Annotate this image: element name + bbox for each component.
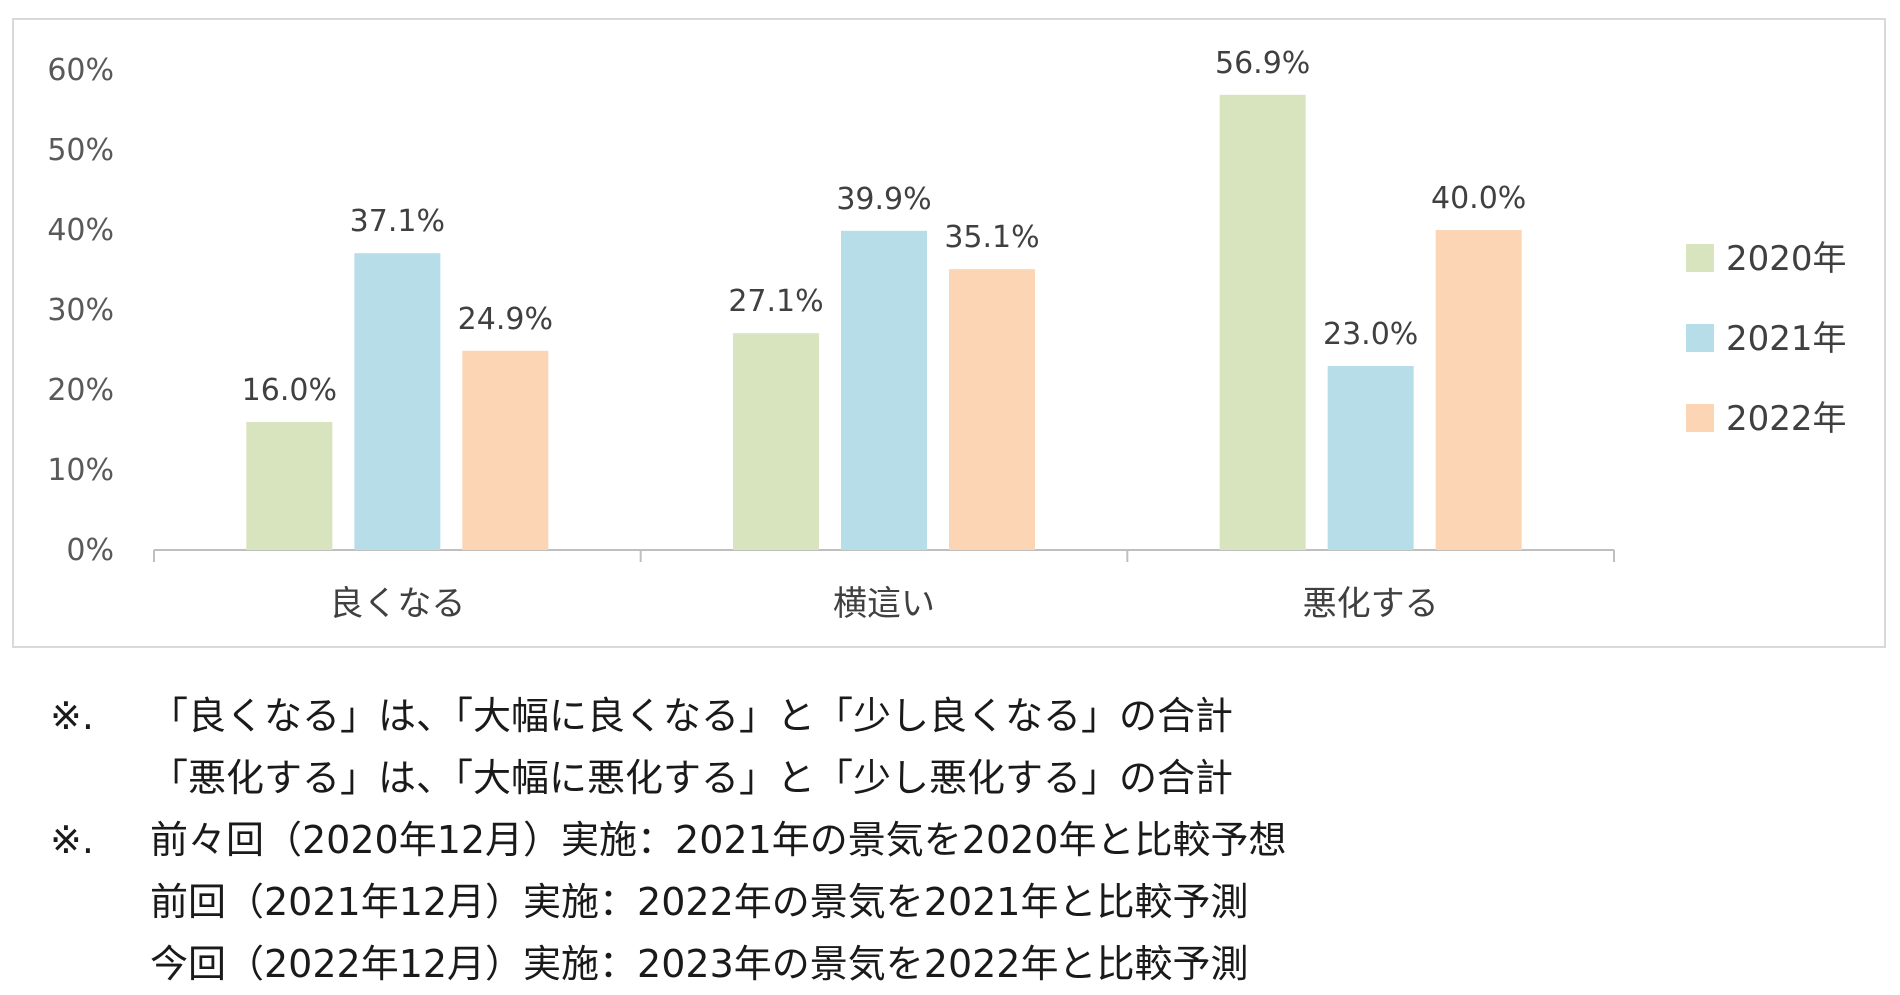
y-tick-label: 50%: [47, 133, 114, 168]
note-text: 今回（2022年12月）実施：2023年の景気を2022年と比較予測: [150, 942, 1249, 986]
category-label: 横這い: [833, 584, 935, 624]
legend-swatch: [1686, 244, 1714, 272]
y-tick-label: 60%: [47, 53, 114, 88]
note-row: 「悪化する」は、「大幅に悪化する」と「少し悪化する」の合計: [50, 747, 1850, 809]
legend: 2020年 2021年 2022年: [1686, 239, 1847, 439]
note-row: ※. 「良くなる」は、「大幅に良くなる」と「少し良くなる」の合計: [50, 685, 1850, 747]
y-tick-label: 0%: [66, 533, 114, 568]
data-label: 56.9%: [1215, 46, 1310, 81]
legend-swatch: [1686, 404, 1714, 432]
data-label: 27.1%: [728, 284, 823, 319]
y-axis: 0% 10% 20% 30% 40% 50% 60%: [47, 53, 114, 568]
bar: [1219, 94, 1306, 551]
note-text: 前回（2021年12月）実施：2022年の景気を2021年と比較予測: [150, 880, 1249, 924]
y-tick-label: 40%: [47, 213, 114, 248]
data-label: 16.0%: [242, 373, 337, 408]
bar: [949, 269, 1035, 550]
note-mark: ※.: [50, 818, 94, 862]
y-tick-label: 30%: [47, 293, 114, 328]
bar: [462, 350, 549, 550]
bar: [246, 422, 333, 550]
note-text: 「悪化する」は、「大幅に悪化する」と「少し悪化する」の合計: [150, 756, 1234, 800]
x-axis: 良くなる 横這い 悪化する: [153, 549, 1615, 624]
legend-label: 2022年: [1726, 399, 1847, 439]
bar: [733, 333, 819, 550]
legend-swatch: [1686, 324, 1714, 352]
bar-chart: 0% 10% 20% 30% 40% 50% 60% 良くなる 横這い 悪化する 16.0% 27…: [47, 46, 1847, 624]
note-row: ※. 前々回（2020年12月）実施：2021年の景気を2020年と比較予想: [50, 809, 1850, 871]
note-mark: [50, 871, 150, 933]
data-label: 40.0%: [1431, 181, 1526, 216]
y-tick-label: 20%: [47, 373, 114, 408]
note-row: 今回（2022年12月）実施：2023年の景気を2022年と比較予測: [50, 933, 1850, 995]
y-tick-label: 10%: [47, 453, 114, 488]
bar: [1435, 230, 1522, 550]
bar: [1327, 366, 1414, 550]
data-label: 39.9%: [836, 182, 931, 217]
chart-frame: 0% 10% 20% 30% 40% 50% 60% 良くなる 横這い 悪化する 16.0% 27…: [12, 18, 1886, 648]
data-label: 24.9%: [458, 302, 553, 337]
note-row: 前回（2021年12月）実施：2022年の景気を2021年と比較予測: [50, 871, 1850, 933]
note-text: 「良くなる」は、「大幅に良くなる」と「少し良くなる」の合計: [150, 694, 1234, 738]
note-mark: ※.: [50, 694, 94, 738]
data-label: 23.0%: [1323, 317, 1418, 352]
note-text: 前々回（2020年12月）実施：2021年の景気を2020年と比較予想: [150, 818, 1287, 862]
bar: [354, 253, 441, 550]
category-label: 悪化する: [1303, 584, 1439, 624]
note-mark: [50, 747, 150, 809]
bar: [841, 230, 927, 551]
data-label: 35.1%: [944, 220, 1039, 255]
note-mark: [50, 933, 150, 995]
legend-label: 2021年: [1726, 319, 1847, 359]
bars: 16.0% 27.1% 56.9% 37.1% 39.9% 23.0% 24.9% 35.1%…: [242, 46, 1526, 551]
legend-label: 2020年: [1726, 239, 1847, 279]
category-label: 良くなる: [329, 584, 465, 624]
notes: ※. 「良くなる」は、「大幅に良くなる」と「少し良くなる」の合計 「悪化する」は…: [50, 685, 1850, 995]
data-label: 37.1%: [350, 204, 445, 239]
